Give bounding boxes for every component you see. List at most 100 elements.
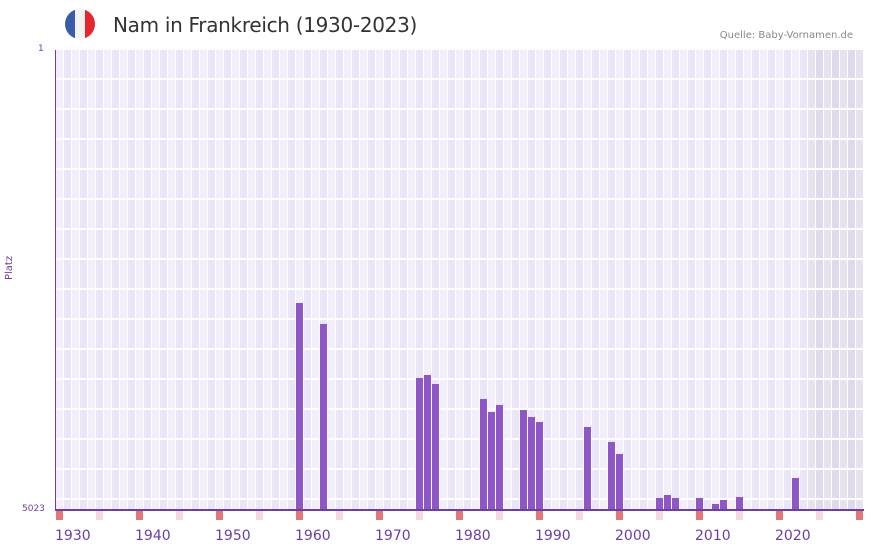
bar-1977[interactable] [432, 383, 439, 510]
grid-column [232, 50, 240, 510]
grid-column [808, 50, 816, 510]
grid-column [704, 50, 712, 510]
grid-column [104, 50, 112, 510]
bar-1984[interactable] [488, 411, 495, 510]
grid-column [544, 50, 552, 510]
bar-1976[interactable] [424, 374, 431, 510]
bar-1990[interactable] [536, 421, 543, 510]
bar-2000[interactable] [616, 454, 623, 510]
grid-column [88, 50, 96, 510]
x-axis [55, 509, 864, 511]
grid-line [56, 438, 864, 440]
bar-2005[interactable] [656, 498, 663, 510]
bar-1983[interactable] [480, 398, 487, 510]
grid-column [392, 50, 400, 510]
bar-2007[interactable] [672, 498, 679, 510]
grid-column [840, 50, 848, 510]
bar-2010[interactable] [696, 498, 703, 510]
grid-line [56, 498, 864, 500]
grid-column [400, 50, 408, 510]
x-marker-2030 [856, 511, 863, 520]
grid-column [608, 50, 616, 510]
grid-column [856, 50, 864, 510]
bar-2012[interactable] [712, 503, 719, 510]
grid-column [520, 50, 528, 510]
grid-column [440, 50, 448, 510]
bar-1960[interactable] [296, 302, 303, 510]
grid-column [848, 50, 856, 510]
grid-column [256, 50, 264, 510]
grid-line [56, 468, 864, 470]
bar-2006[interactable] [664, 494, 671, 510]
x-marker-2020 [776, 511, 783, 520]
grid-column [640, 50, 648, 510]
grid-column [648, 50, 656, 510]
x-marker-2015 [736, 511, 743, 520]
grid-line [56, 138, 864, 140]
grid-column [304, 50, 312, 510]
grid-line [56, 108, 864, 110]
grid-column [216, 50, 224, 510]
grid-column [336, 50, 344, 510]
grid-column [112, 50, 120, 510]
source-label: Quelle: Baby-Vornamen.de [719, 30, 853, 41]
grid-line [56, 408, 864, 410]
y-axis-label: Platz [4, 255, 15, 280]
x-marker-1970 [376, 511, 383, 520]
x-tick-1930: 1930 [55, 528, 91, 544]
grid-column [496, 50, 504, 510]
grid-column [160, 50, 168, 510]
grid-column [72, 50, 80, 510]
grid-column [264, 50, 272, 510]
grid-column [288, 50, 296, 510]
bar-1999[interactable] [608, 442, 615, 510]
plot-area [56, 50, 864, 510]
grid-column [320, 50, 328, 510]
grid-column [624, 50, 632, 510]
bar-2022[interactable] [792, 478, 799, 510]
grid-column [176, 50, 184, 510]
grid-column [584, 50, 592, 510]
grid-column [376, 50, 384, 510]
grid-column [240, 50, 248, 510]
grid-column [576, 50, 584, 510]
grid-column [360, 50, 368, 510]
grid-column [656, 50, 664, 510]
grid-column [432, 50, 440, 510]
bar-2013[interactable] [720, 500, 727, 510]
grid-column [208, 50, 216, 510]
bar-2015[interactable] [736, 496, 743, 510]
bar-1985[interactable] [496, 405, 503, 510]
grid-column [792, 50, 800, 510]
bar-1975[interactable] [416, 378, 423, 510]
x-marker-2025 [816, 511, 823, 520]
grid-column [800, 50, 808, 510]
grid-column [64, 50, 72, 510]
bar-1988[interactable] [520, 409, 527, 510]
x-marker-1980 [456, 511, 463, 520]
grid-line [56, 168, 864, 170]
grid-column [272, 50, 280, 510]
grid-column [352, 50, 360, 510]
bar-1996[interactable] [584, 427, 591, 510]
grid-column [184, 50, 192, 510]
grid-column [736, 50, 744, 510]
grid-column [248, 50, 256, 510]
x-marker-1965 [336, 511, 343, 520]
x-marker-1940 [136, 511, 143, 520]
bar-1989[interactable] [528, 417, 535, 510]
grid-column [120, 50, 128, 510]
bar-1963[interactable] [320, 323, 327, 510]
grid-column [448, 50, 456, 510]
grid-column [528, 50, 536, 510]
y-tick-top: 1 [38, 44, 44, 54]
grid-column [368, 50, 376, 510]
grid-column [536, 50, 544, 510]
x-marker-2000 [616, 511, 623, 520]
grid-column [688, 50, 696, 510]
grid-column [560, 50, 568, 510]
grid-column [816, 50, 824, 510]
france-flag-icon [65, 9, 95, 39]
grid-column [600, 50, 608, 510]
grid-column [472, 50, 480, 510]
